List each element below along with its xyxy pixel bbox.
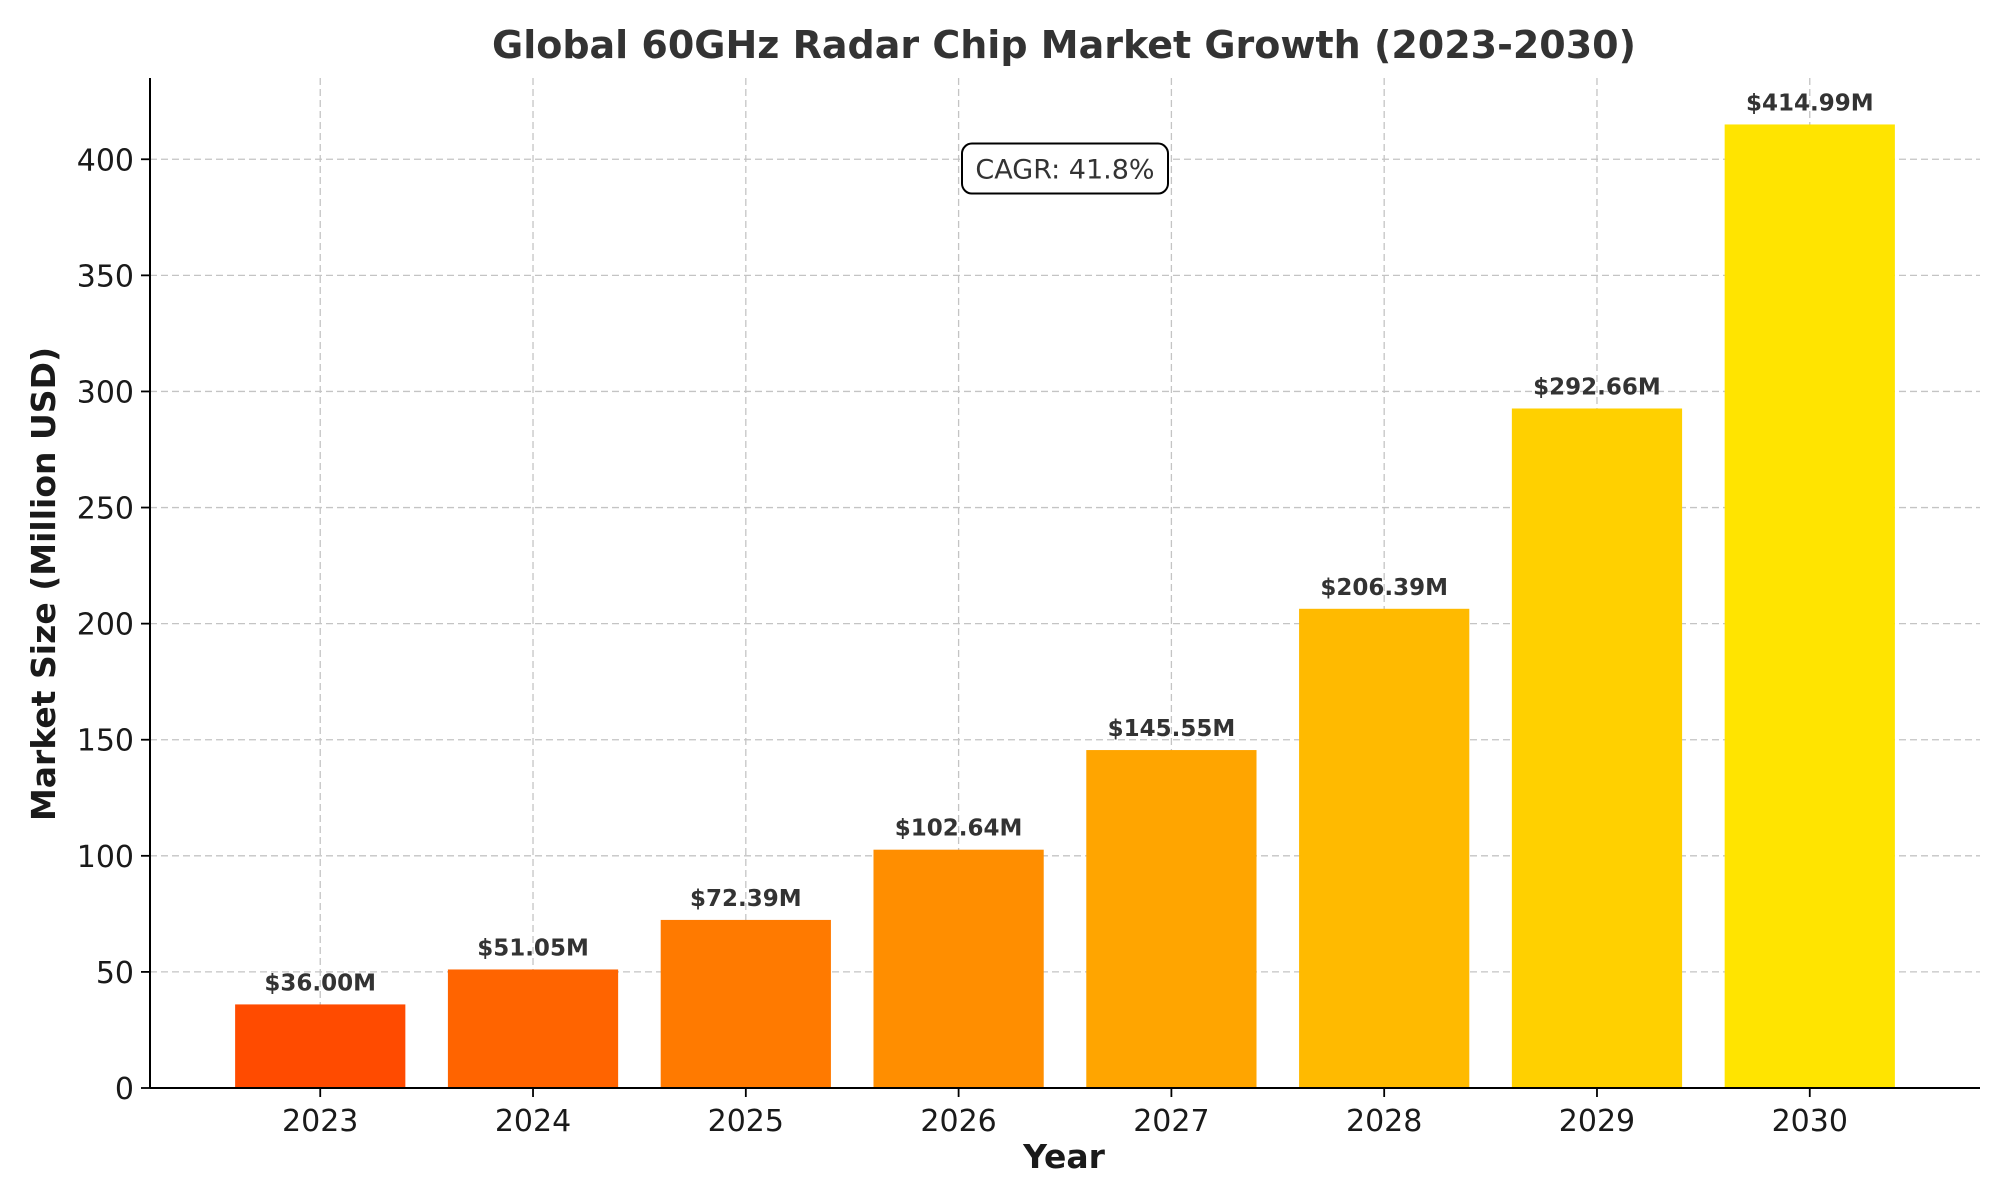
y-tick-label-400: 400 [77,143,134,178]
x-tick-label-2025: 2025 [708,1104,784,1139]
bar-2028 [1299,608,1470,1088]
bar-2025 [660,919,831,1088]
tick-labels: 0 50 100 150 200 250 300 350 400 2023 2024 2025 2026… [77,143,1848,1139]
bar-2026 [873,849,1044,1088]
y-tick-label-100: 100 [77,840,134,875]
y-tick-label-50: 50 [96,956,134,991]
y-tick-label-300: 300 [77,375,134,410]
grid-lines [150,78,1980,1089]
bar-value-label-2028: $206.39M [1320,575,1448,601]
bar-value-label-2026: $102.64M [895,816,1023,842]
y-axis-label: Market Size (Million USD) [24,347,63,821]
bar-value-label-2029: $292.66M [1533,374,1661,400]
x-axis-label: Year [1022,1137,1106,1176]
annotation-box [961,142,1169,195]
x-tick-label-2027: 2027 [1133,1104,1209,1139]
axes [149,78,1980,1089]
x-tick-label-2029: 2029 [1559,1104,1635,1139]
chart-title: Global 60GHz Radar Chip Market Growth (2… [492,23,1636,67]
bar-2023 [235,1004,406,1088]
bars [235,124,1895,1088]
x-tick-label-2026: 2026 [920,1104,996,1139]
y-tick-label-0: 0 [115,1072,134,1107]
annotation-text: CAGR: 41.8% [975,155,1154,186]
y-tick-label-250: 250 [77,492,134,527]
y-tick-label-200: 200 [77,608,134,643]
x-tick-label-2028: 2028 [1346,1104,1422,1139]
bar-2030 [1724,124,1895,1088]
bar-value-label-2030: $414.99M [1746,90,1874,116]
bar-value-labels: $36.00M $51.05M $72.39M $102.64M $145.55M $20… [264,90,1873,996]
y-tick-label-350: 350 [77,259,134,294]
bar-2027 [1086,750,1257,1088]
x-tick-label-2030: 2030 [1772,1104,1848,1139]
y-tick-label-150: 150 [77,724,134,759]
bar-2024 [447,969,619,1088]
bar-value-label-2027: $145.55M [1108,716,1236,742]
x-tick-label-2024: 2024 [495,1104,571,1139]
bar-value-label-2024: $51.05M [477,935,589,961]
bar-value-label-2025: $72.39M [690,886,802,912]
bar-2029 [1511,408,1683,1088]
cagr-annotation: CAGR: 41.8% [961,142,1169,195]
x-tick-label-2023: 2023 [282,1104,358,1139]
bar-value-label-2023: $36.00M [264,970,376,996]
